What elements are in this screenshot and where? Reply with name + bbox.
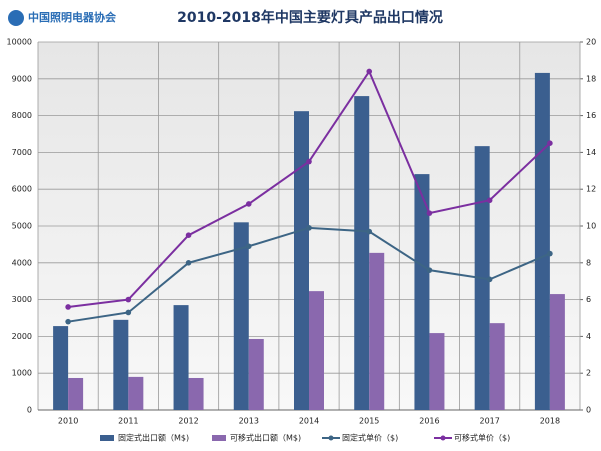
legend-label: 固定式单价（$) [342,433,398,443]
point [486,197,493,204]
bar [188,377,204,410]
y-tick-label: 3000 [12,295,32,304]
point [366,228,373,235]
bar [354,96,370,410]
point [185,232,192,238]
bar [233,222,249,410]
y-tick-label: 4000 [12,258,32,267]
bar [68,377,84,410]
legend-swatch [440,435,446,441]
legend-label: 可移式单价（$) [454,433,510,443]
bar [309,291,324,410]
x-tick-label: 2010 [58,417,78,426]
y-tick-label: 2000 [12,332,32,341]
y-tick-label: 1000 [12,369,32,378]
y2-tick-label: 0 [586,406,591,415]
bar [128,376,144,410]
y-tick-label: 5000 [12,222,32,231]
logo: 中国照明电器协会 [28,10,117,24]
point [125,296,132,303]
point [185,260,192,266]
y2-tick-label: 20 [586,38,596,47]
legend-swatch [212,435,226,441]
y2-tick-label: 6 [586,295,591,304]
x-tick-label: 2015 [359,417,379,426]
point [547,140,553,146]
y2-tick-label: 16 [586,111,596,120]
x-tick-label: 2018 [540,417,560,426]
bar [534,72,550,411]
point [426,267,433,273]
legend-swatch [328,435,334,441]
y2-tick-label: 12 [586,185,596,194]
x-tick-label: 2014 [299,417,319,426]
y-tick-label: 8000 [12,111,32,120]
legend-swatch [100,435,114,441]
y-tick-label: 9000 [12,74,32,83]
bar [113,319,129,410]
bar [489,323,505,410]
point [426,210,433,216]
bar [294,111,309,411]
bar [429,333,445,410]
point [486,276,493,283]
chart-title: 2010-2018年中国主要灯具产品出口情况 [177,9,443,26]
x-tick-label: 2011 [118,417,138,426]
x-tick-label: 2017 [479,417,499,426]
y-tick-label: 7000 [12,148,32,157]
point [65,304,71,310]
y2-tick-label: 18 [586,74,596,83]
bar [53,326,69,410]
x-tick-label: 2013 [239,417,259,426]
point [245,243,252,250]
bar [369,252,385,410]
y2-tick-label: 4 [586,332,591,341]
bar [549,294,565,410]
y-tick-label: 10000 [7,38,32,47]
y2-tick-label: 10 [586,222,596,231]
y-tick-label: 0 [27,406,32,415]
bar [248,338,264,410]
point [125,309,132,316]
point [306,158,312,165]
point [547,250,553,257]
point [306,225,312,231]
y2-tick-label: 8 [586,258,591,267]
x-tick-label: 2016 [419,417,439,426]
legend-label: 固定式出口额（M$) [118,433,189,443]
y2-tick-label: 2 [586,369,591,378]
bar [173,305,189,410]
x-tick-label: 2012 [178,417,198,426]
bar [414,174,430,410]
y-tick-label: 6000 [12,185,32,194]
logo-icon [8,10,24,26]
point [245,201,252,207]
point [366,68,373,75]
y2-tick-label: 14 [586,148,596,157]
point [65,318,71,325]
legend-label: 可移式出口额（M$) [230,433,301,443]
